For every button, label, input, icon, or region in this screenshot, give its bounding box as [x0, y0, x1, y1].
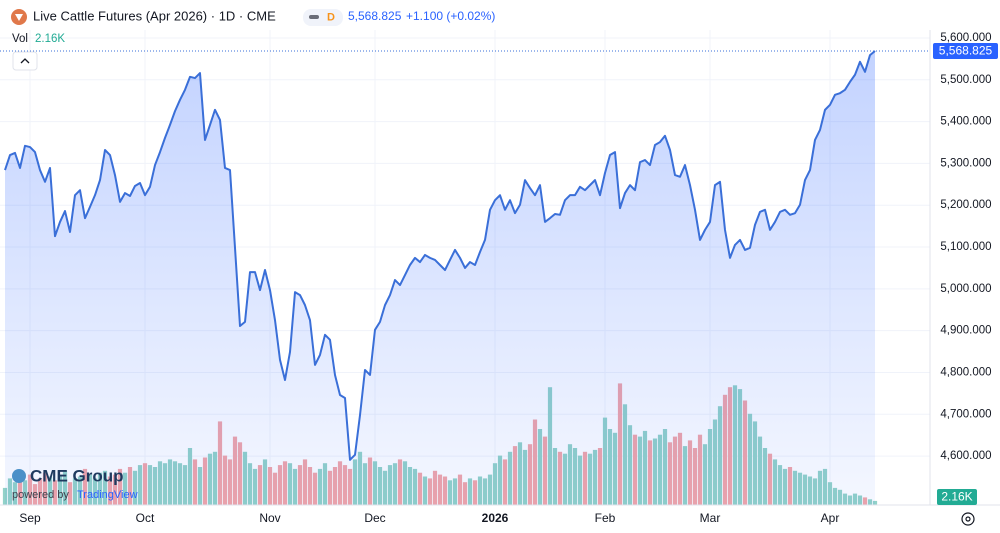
symbol-title[interactable]: Live Cattle Futures (Apr 2026) · 1D · CM…: [33, 8, 276, 23]
x-tick-label: Sep: [19, 511, 41, 525]
symbol-icon-glyph: [15, 14, 23, 21]
y-tick-label: 4,700.000: [940, 408, 991, 420]
x-tick-label: 2026: [482, 511, 509, 525]
watermark: CME Group: [30, 466, 124, 485]
y-tick-label: 5,400.000: [940, 116, 991, 128]
x-tick-label: Oct: [136, 511, 155, 525]
y-tick-label: 5,300.000: [940, 157, 991, 169]
y-tick-label: 4,600.000: [940, 450, 991, 462]
volume-caption: Vol: [12, 33, 28, 45]
y-tick-label: 4,800.000: [940, 366, 991, 378]
last-price-badge: [933, 42, 998, 59]
powered-by: powered by: [12, 489, 69, 501]
powered-brand: TradingView: [77, 489, 138, 501]
last-price-badge-label: 5,568.825: [939, 44, 993, 58]
x-tick-label: Feb: [595, 511, 616, 525]
price-line: [4, 50, 876, 461]
x-tick-label: Apr: [821, 511, 840, 525]
price-change: +1.100 (+0.02%): [406, 9, 495, 23]
collapse-chevron: [20, 58, 30, 64]
y-tick-label: 4,900.000: [940, 325, 991, 337]
collapse-button[interactable]: [12, 51, 38, 71]
interval-badge: D: [327, 11, 335, 23]
x-tick-label: Dec: [364, 511, 385, 525]
pill-icon: [309, 15, 319, 19]
y-tick-label: 5,100.000: [940, 241, 991, 253]
volume-value: 2.16K: [35, 33, 65, 45]
x-tick-label: Nov: [259, 511, 280, 525]
price-area: [5, 50, 875, 506]
interval-pill[interactable]: [303, 9, 343, 26]
y-tick-label: 5,600.000: [940, 32, 991, 44]
settings-button[interactable]: [961, 512, 975, 526]
y-tick-label: 5,000.000: [940, 283, 991, 295]
cme-logo: [12, 469, 26, 483]
price-layer: [0, 50, 930, 506]
settings-button-core: [965, 516, 971, 522]
y-tick-label: 5,200.000: [940, 199, 991, 211]
last-price: 5,568.825: [348, 9, 402, 23]
axes: 4,600.000 4,700.000 4,800.000 4,900.000 5,00…: [19, 32, 998, 525]
x-tick-label: Mar: [700, 511, 721, 525]
volume-badge-label: 2.16K: [941, 490, 972, 504]
y-tick-label: 5,500.000: [940, 74, 991, 86]
volume-badge: [937, 489, 977, 505]
